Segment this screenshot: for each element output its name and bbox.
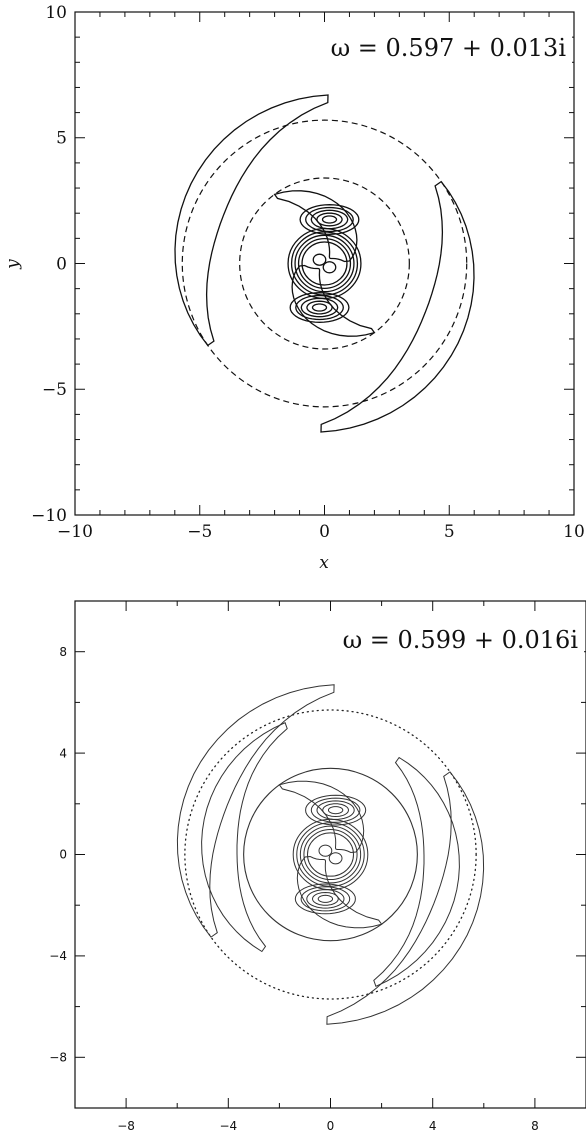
outer-arm-contour-inner-north (201, 722, 288, 953)
inner-lobe-contour-north (278, 780, 365, 854)
top-x-axis-label: x (319, 553, 329, 573)
top-annotation-backdrop (328, 26, 572, 66)
nested-contour-north (310, 797, 361, 823)
nested-contour-south (295, 294, 344, 321)
y-tick-label: −5 (42, 380, 67, 400)
y-tick-label: 4 (59, 746, 67, 760)
nested-contour-north (322, 803, 350, 818)
nested-contour-south (306, 300, 333, 315)
bottom-ticks (74, 600, 586, 1109)
outer-arm-contour-north (176, 684, 335, 938)
nested-contour-north (316, 800, 355, 820)
x-tick-label: −5 (187, 522, 212, 542)
core-contour (292, 818, 369, 891)
reference-circle-solid (243, 767, 418, 942)
nested-contour-south (317, 894, 333, 903)
y-tick-label: −4 (49, 949, 67, 963)
x-tick-label: 10 (563, 522, 585, 542)
top-tick-labels: −10 −5 0 5 10 −10 −5 0 5 10 (31, 3, 585, 542)
y-tick-label: −8 (49, 1051, 67, 1065)
core-contour (299, 825, 362, 884)
nested-contour-north (310, 209, 349, 230)
bottom-annotation-backdrop (326, 618, 584, 658)
core-contour (307, 832, 354, 877)
bottom-annotation: ω = 0.599 + 0.016i (343, 626, 579, 654)
core-blob (318, 844, 333, 857)
inner-lobe-contour-south (291, 264, 376, 337)
nested-contour-south (294, 883, 356, 915)
nested-contour-north (299, 204, 360, 235)
core-contour (303, 828, 358, 881)
x-tick-label: −8 (117, 1119, 135, 1133)
nested-contour-south (300, 297, 339, 318)
core-blob (322, 261, 337, 274)
x-tick-label: 0 (327, 1119, 335, 1133)
x-tick-label: −10 (57, 522, 93, 542)
y-tick-label: 5 (56, 129, 67, 149)
reference-circle-dotted (184, 709, 477, 1000)
top-reference-circles (181, 119, 468, 408)
reference-circle-dashed (239, 177, 410, 350)
nested-contour-south (306, 889, 345, 909)
y-tick-label: 8 (59, 645, 67, 659)
nested-contour-north (305, 794, 367, 826)
core-contour (297, 238, 352, 289)
core-contour (301, 241, 348, 286)
core-contour (287, 227, 362, 300)
nested-contour-south (311, 303, 328, 312)
top-y-axis-label: y (3, 259, 23, 270)
reference-circle-dashed (181, 119, 468, 408)
outer-arm-contour-inner-south (373, 756, 460, 987)
bottom-panel: −8 −4 0 4 8 −8 −4 0 4 8 ω = 0.599 + 0.016i (49, 600, 586, 1133)
outer-arm-contour-south (326, 771, 485, 1025)
nested-contour-south (289, 292, 350, 323)
core-blob (328, 852, 343, 865)
x-tick-label: 0 (319, 522, 330, 542)
y-tick-label: 0 (59, 848, 67, 862)
x-tick-label: 5 (444, 522, 455, 542)
top-ticks (74, 11, 575, 516)
bottom-reference-circles (184, 709, 477, 1000)
nested-contour-north (328, 806, 344, 815)
inner-lobe-contour-south (296, 855, 383, 929)
y-tick-label: −10 (31, 506, 67, 526)
bottom-contours (176, 684, 485, 1025)
nested-contour-north (321, 215, 338, 224)
y-tick-label: 10 (45, 3, 67, 23)
bottom-tick-labels: −8 −4 0 4 8 −8 −4 0 4 8 (49, 645, 538, 1133)
x-tick-label: 8 (531, 1119, 539, 1133)
core-contour (294, 234, 355, 293)
nested-contour-south (311, 891, 339, 906)
outer-arm-contour-south (320, 180, 475, 433)
outer-arm-contour-north (174, 94, 329, 347)
x-tick-label: −4 (219, 1119, 237, 1133)
top-contours (174, 94, 475, 433)
inner-lobe-contour-north (273, 190, 358, 263)
x-tick-label: 4 (429, 1119, 437, 1133)
nested-contour-south (300, 886, 351, 912)
core-contour (290, 231, 359, 296)
y-tick-label: 0 (56, 254, 67, 274)
nested-contour-north (305, 206, 354, 233)
core-blob (312, 253, 327, 266)
nested-contour-north (316, 212, 343, 227)
top-annotation: ω = 0.597 + 0.013i (331, 34, 567, 62)
core-contour (296, 822, 365, 887)
